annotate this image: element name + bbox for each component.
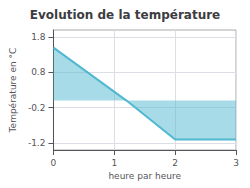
svg-text:1: 1 <box>111 158 117 168</box>
svg-text:3: 3 <box>233 158 239 168</box>
svg-text:Evolution de la température: Evolution de la température <box>30 8 221 22</box>
svg-text:0: 0 <box>51 158 57 168</box>
svg-text:1.8: 1.8 <box>31 32 46 42</box>
svg-text:Température en °C: Température en °C <box>8 48 18 134</box>
svg-text:0.8: 0.8 <box>31 67 46 77</box>
svg-text:-0.2: -0.2 <box>28 103 46 113</box>
svg-text:2: 2 <box>172 158 178 168</box>
svg-text:-1.2: -1.2 <box>28 138 46 148</box>
svg-text:heure par heure: heure par heure <box>108 171 181 181</box>
